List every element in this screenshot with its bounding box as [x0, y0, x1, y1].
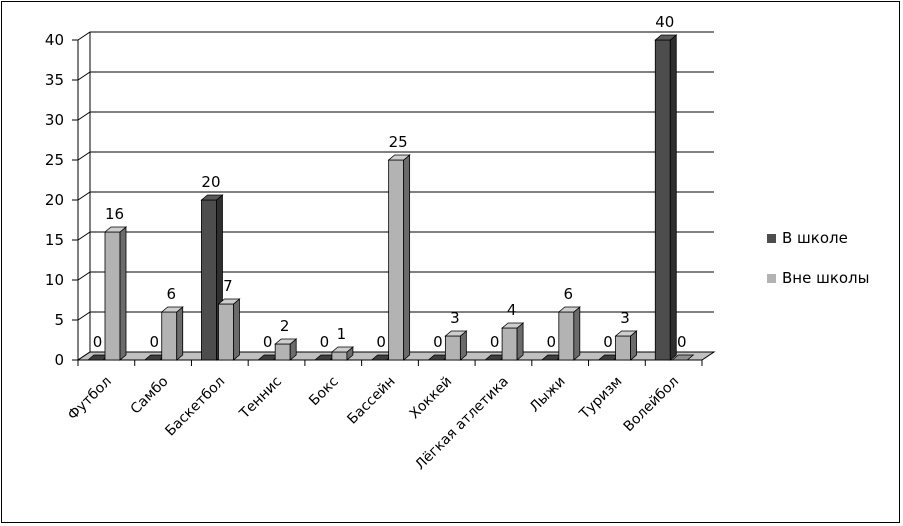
y-tick-label: 40 [45, 31, 64, 49]
category-label: Бокс [306, 374, 342, 410]
data-label: 0 [376, 333, 386, 351]
bar-side [176, 306, 184, 361]
bar-top [217, 298, 241, 305]
category-label: Туризм [576, 374, 625, 423]
bar-top [557, 306, 581, 313]
category-label: Футбол [65, 374, 115, 424]
legend-swatch [767, 234, 776, 243]
bar-top [330, 346, 355, 353]
gridline-side [77, 271, 91, 281]
bar-side [573, 306, 581, 361]
data-label: 0 [677, 333, 687, 351]
category-label: Бассейн [344, 374, 398, 428]
bar [558, 311, 575, 361]
data-label: 7 [223, 277, 233, 295]
bar-side [119, 226, 127, 361]
bar-top [654, 34, 678, 41]
gridline-side [77, 231, 91, 241]
bar [201, 199, 217, 361]
data-label: 0 [603, 333, 613, 351]
y-tick-label: 25 [45, 151, 64, 169]
bar [104, 231, 121, 361]
bar [654, 39, 671, 361]
bar-side [516, 322, 524, 361]
bar-side [233, 298, 240, 361]
bar [331, 351, 348, 361]
category-label: Самбо [128, 374, 172, 418]
gridline-side [77, 191, 91, 201]
bars [86, 34, 695, 361]
bar [218, 303, 234, 361]
y-tick-label: 15 [45, 231, 64, 249]
bar [444, 335, 461, 361]
data-label: 16 [105, 205, 124, 223]
data-label: 20 [201, 173, 220, 191]
data-label: 40 [655, 13, 674, 31]
bar-top [160, 306, 184, 313]
bar-top [274, 338, 298, 345]
bar-top [200, 194, 224, 201]
legend-label: В школе [782, 229, 848, 247]
bar-side [403, 154, 411, 361]
gridline-side [77, 311, 91, 321]
category-label: Лёгкая атлетика [412, 374, 512, 474]
bar-top [387, 154, 411, 161]
bar [161, 311, 178, 361]
bar [501, 327, 518, 361]
category-label: Лыжи [527, 374, 569, 416]
bar-zero [671, 354, 695, 361]
gridline-side [77, 71, 91, 81]
legend: В школе Вне школы [767, 229, 870, 287]
y-tick-label: 0 [54, 351, 64, 369]
y-axis-ticks: 0 5 10 15 20 25 30 35 40 [45, 31, 78, 369]
bar [388, 159, 405, 361]
data-label: 25 [389, 133, 408, 151]
category-label: Баскетбол [162, 374, 228, 440]
category-label: Теннис [236, 374, 285, 423]
legend-label: Вне школы [782, 269, 870, 287]
bar [615, 335, 631, 361]
y-tick-label: 30 [45, 111, 64, 129]
data-label: 0 [93, 333, 103, 351]
bar [274, 343, 291, 361]
data-label: 6 [564, 285, 574, 303]
data-label: 1 [337, 325, 347, 343]
bar-top [500, 322, 525, 329]
data-label: 3 [620, 309, 630, 327]
data-label: 3 [450, 309, 460, 327]
gridline-side [77, 31, 91, 41]
y-tick-label: 10 [45, 271, 64, 289]
bar-side [669, 34, 677, 361]
y-tick-label: 20 [45, 191, 64, 209]
legend-swatch [767, 274, 776, 283]
category-label: Хоккей [407, 374, 456, 423]
bar-top [103, 226, 128, 233]
y-tick-label: 5 [54, 311, 64, 329]
y-tick-label: 35 [45, 71, 64, 89]
data-label: 2 [280, 317, 290, 335]
data-label: 4 [507, 301, 517, 319]
data-label: 0 [547, 333, 557, 351]
data-label: 0 [320, 333, 330, 351]
bar-top [444, 330, 468, 337]
data-label: 6 [166, 285, 176, 303]
category-label: Волейбол [621, 374, 683, 436]
gridline-side [77, 151, 91, 161]
data-label: 0 [433, 333, 443, 351]
data-label: 0 [263, 333, 273, 351]
bar-top [614, 330, 638, 337]
gridline-side [77, 111, 91, 121]
data-label: 0 [149, 333, 159, 351]
data-label: 0 [490, 333, 500, 351]
